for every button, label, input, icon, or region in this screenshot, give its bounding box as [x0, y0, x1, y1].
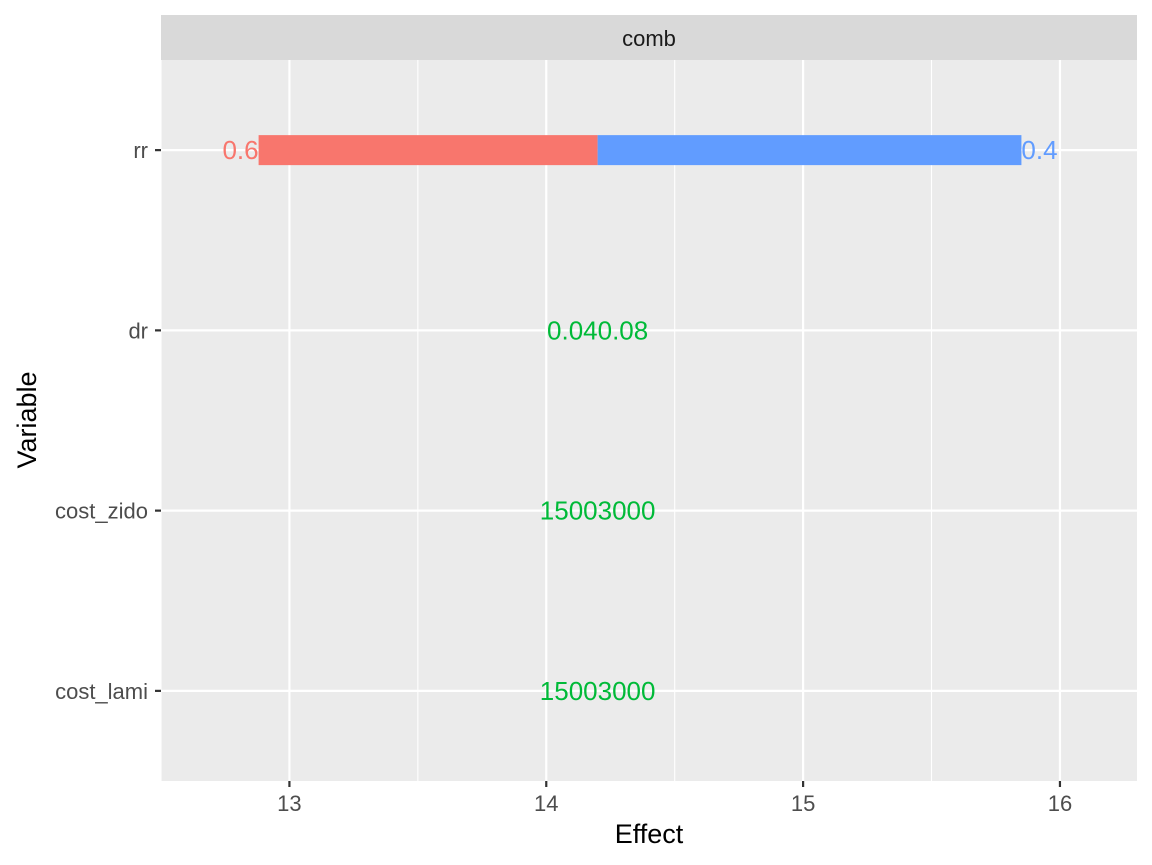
y-tick-label: rr [133, 138, 148, 163]
facet-strip [161, 15, 1137, 60]
plot-panel [161, 60, 1137, 781]
x-tick-label: 14 [534, 791, 558, 816]
x-tick-label: 16 [1048, 791, 1072, 816]
chart-marks: 0.6 0.4 0.040.08 15003000 15003000 [222, 135, 1058, 706]
x-tick-label: 15 [791, 791, 815, 816]
x-tick-label: 13 [277, 791, 301, 816]
y-axis-title: Variable [12, 371, 42, 468]
bar-low-segment [258, 135, 598, 166]
bar-high-segment [597, 135, 1022, 166]
bar-low-label: 0.6 [222, 135, 258, 165]
y-tick-label: cost_lami [55, 679, 148, 704]
x-axis-title: Effect [615, 819, 684, 849]
bar-high-label: 0.4 [1021, 135, 1057, 165]
y-tick-label: cost_zido [55, 499, 148, 524]
axes: 13 14 15 16 rr dr cost_zido cost_lami [55, 138, 1072, 816]
facet-strip-label: comb [622, 26, 676, 51]
center-label: 15003000 [540, 496, 656, 526]
y-tick-label: dr [128, 318, 148, 343]
center-label: 15003000 [540, 676, 656, 706]
center-label: 0.040.08 [547, 315, 648, 345]
